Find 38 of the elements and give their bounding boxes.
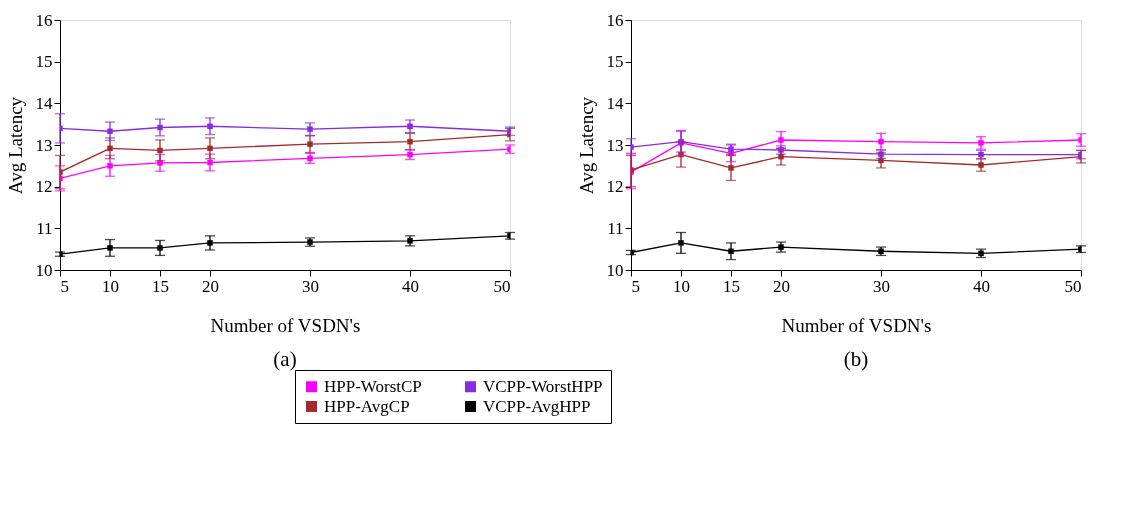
x-tick-label: 10 [673,276,690,296]
y-tick-label: 16 [35,10,53,30]
y-tick-label: 15 [35,52,53,72]
y-tick-label: 12 [606,177,624,197]
x-tick-label: 20 [202,276,219,296]
x-tick-label: 5 [631,276,640,296]
x-tick-label: 40 [973,276,990,296]
y-axis-title: Avg Latency [575,96,597,195]
y-tick-label: 11 [607,218,624,238]
x-axis-title: Number of VSDN's [781,314,932,336]
x-tick-label: 50 [1064,276,1082,296]
text: (b) [843,347,869,371]
legend-label: VCPP-WorstHPP [483,376,603,396]
y-tick-label: 10 [35,260,53,280]
x-tick-label: 5 [60,276,69,296]
y-tick-label: 13 [35,135,53,155]
legend-label: HPP-WorstCP [324,376,422,396]
x-tick-label: 40 [402,276,419,296]
y-axis-title: Avg Latency [4,96,26,195]
x-tick-label: 50 [493,276,511,296]
x-tick-label: 30 [302,276,319,296]
x-tick-label: 15 [152,276,169,296]
x-axis-title: Number of VSDN's [210,314,361,336]
y-tick-label: 10 [606,260,624,280]
text: (a) [273,347,297,371]
y-tick-label: 16 [606,10,624,30]
y-tick-label: 14 [606,93,624,113]
x-tick-label: 30 [873,276,890,296]
x-tick-label: 10 [102,276,119,296]
y-tick-label: 15 [606,52,624,72]
y-tick-label: 14 [35,93,53,113]
legend-label: VCPP-AvgHPP [483,396,591,416]
y-tick-label: 13 [606,135,624,155]
y-tick-label: 11 [36,218,53,238]
x-tick-label: 15 [723,276,740,296]
x-tick-label: 20 [773,276,790,296]
y-tick-label: 12 [35,177,53,197]
legend-label: HPP-AvgCP [324,396,410,416]
